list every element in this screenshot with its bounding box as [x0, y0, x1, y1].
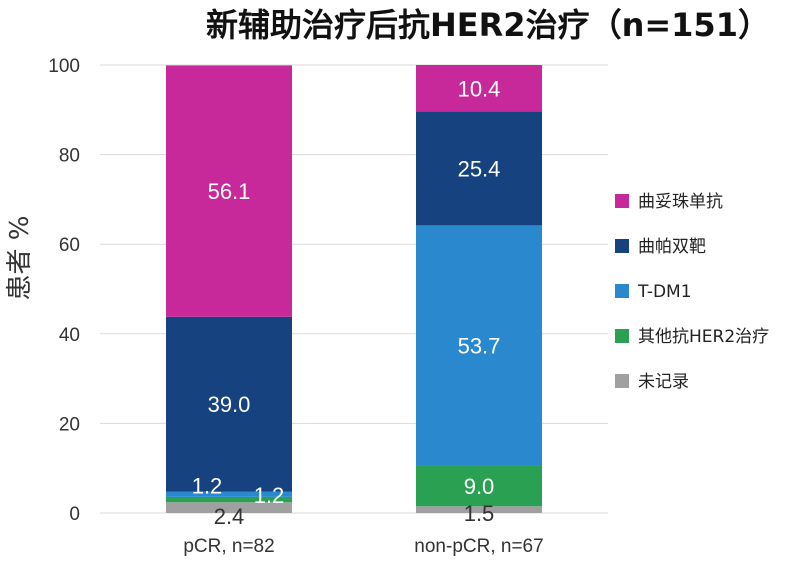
data-label: 1.2 — [192, 473, 223, 498]
legend-swatch — [615, 374, 629, 388]
legend-entry: T-DM1 — [637, 282, 692, 302]
y-axis-label: 患者 % — [5, 216, 35, 301]
data-label: 39.0 — [208, 392, 251, 417]
legend-swatch — [615, 329, 629, 343]
legend-entry: 未记录 — [638, 372, 689, 392]
legend-entry: 曲帕双靶 — [638, 237, 706, 257]
legend-entry: 其他抗HER2治疗 — [638, 327, 769, 347]
data-label: 1.2 — [254, 483, 285, 508]
bar-segment — [166, 316, 292, 492]
y-tick-label: 60 — [59, 235, 80, 256]
bar-segment — [166, 496, 292, 503]
data-label: 56.1 — [208, 179, 251, 204]
y-tick-label: 40 — [59, 325, 80, 346]
bar-segment — [166, 502, 292, 513]
data-labels: 2.4 1.2 1.2 39.0 56.1 1.59.0 53.7 25.4 10.4 — [192, 76, 501, 529]
bar-segment — [166, 491, 292, 497]
bar-segment — [416, 225, 542, 466]
y-tick-label: 20 — [59, 414, 80, 435]
legend-swatch — [615, 284, 629, 298]
y-tick-label: 0 — [69, 504, 80, 525]
bar-segment — [416, 506, 542, 513]
data-label: 10.4 — [458, 76, 501, 101]
data-label: 2.4 — [214, 504, 245, 529]
y-tick-label: 80 — [59, 146, 80, 167]
bar-segment — [416, 65, 542, 112]
legend-swatch — [615, 194, 629, 208]
bar-segment — [416, 111, 542, 226]
legend-swatch — [615, 239, 629, 253]
x-axis-categories: pCR, n=82 non-pCR, n=67 — [183, 536, 543, 557]
bar-segment — [416, 465, 542, 507]
x-category-label: pCR, n=82 — [183, 536, 274, 557]
data-label: 9.0 — [464, 474, 495, 499]
data-label: 53.7 — [458, 334, 501, 359]
legend-entry: 曲妥珠单抗 — [638, 192, 723, 212]
x-category-label: non-pCR, n=67 — [414, 536, 543, 557]
bar-segment — [166, 65, 292, 317]
chart-title: 新辅助治疗后抗HER2治疗（n=151） — [206, 6, 770, 44]
y-tick-label: 100 — [48, 56, 80, 77]
y-axis-ticks: 0 20 40 60 80 100 — [48, 56, 80, 525]
data-label: 1.5 — [464, 501, 495, 526]
bars — [166, 65, 542, 513]
data-label: 25.4 — [458, 156, 501, 181]
